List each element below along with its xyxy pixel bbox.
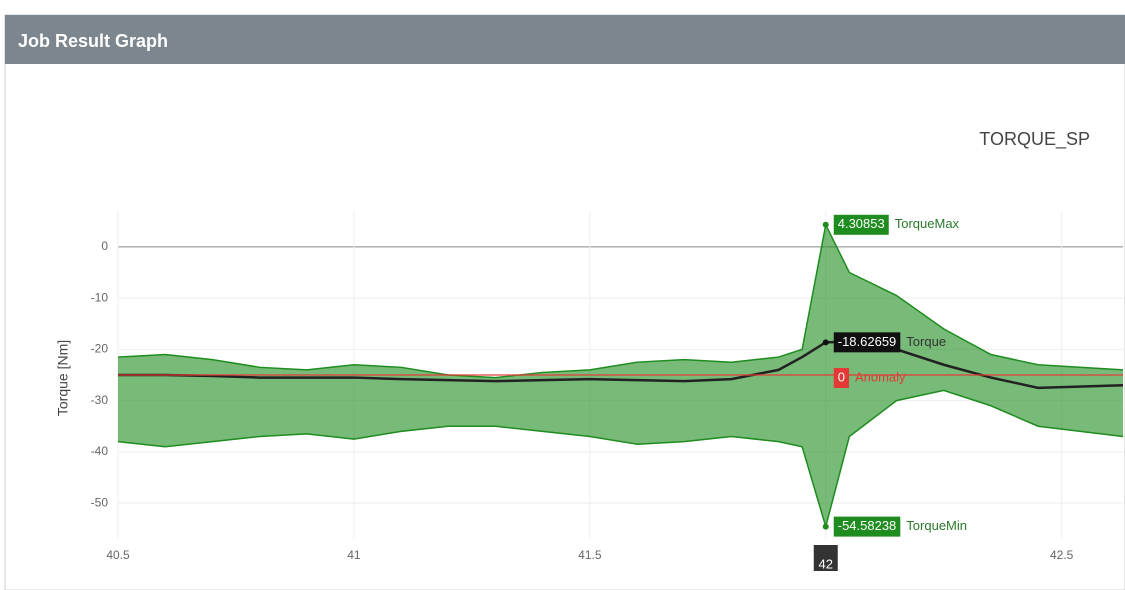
hover-label: -18.62659 Torque [833,332,946,353]
hover-value: 4.30853 [838,216,885,231]
y-axis-label: Torque [Nm] [55,340,71,416]
header-bar [5,15,1125,64]
hover-value-box [833,368,849,388]
x-tick-label: 41.5 [578,548,602,562]
hover-name: Anomaly [855,369,906,384]
hover-label: 0 Anomaly [833,368,906,388]
series-line [117,222,1124,379]
x-tick-label: 41 [347,548,361,562]
y-tick-label: -20 [91,342,109,356]
hover-name: TorqueMin [906,518,967,533]
hover-value-box [833,516,901,537]
x-tick-label: 42.5 [1050,548,1074,562]
hover-point [822,523,829,530]
header-title: Job Result Graph [18,31,168,51]
chart-subtitle: TORQUE_SP [979,129,1090,150]
hover-value: -54.58238 [838,518,897,533]
y-tick-label: -30 [91,393,109,407]
hover-value-box [833,214,889,235]
y-tick-label: 0 [101,239,108,253]
series-line [118,340,1124,390]
hover-point [822,339,829,346]
panel [4,14,1125,590]
hover-value: -18.62659 [838,334,897,349]
hover-point [822,221,829,228]
hover-label: 4.30853 TorqueMax [833,214,960,235]
y-tick-label: -50 [91,495,109,509]
y-tick-label: -40 [91,444,109,458]
hover-x-box [813,545,838,571]
hover-name: TorqueMax [895,216,960,231]
hover-label: -54.58238 TorqueMin [833,516,967,537]
hover-x-label: 42 [819,556,833,571]
y-tick-label: -10 [91,290,109,304]
series-line [117,389,1124,530]
hover-name: Torque [906,334,946,349]
hover-value: 0 [838,369,845,384]
hover-value-box [833,332,901,353]
x-tick-label: 40.5 [106,548,130,562]
